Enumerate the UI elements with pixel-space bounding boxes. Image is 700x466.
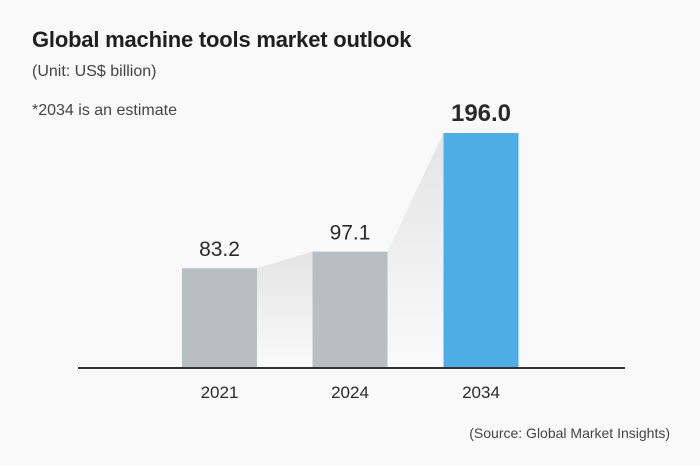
bar-connector (387, 133, 444, 368)
estimate-note: *2034 is an estimate (32, 102, 177, 119)
bar-2034 (443, 133, 519, 368)
bar-2021 (182, 268, 257, 368)
chart-unit: (Unit: US$ billion) (32, 63, 157, 80)
chart-title: Global machine tools market outlook (32, 27, 412, 52)
data-label-2021: 83.2 (199, 238, 240, 261)
source-note: (Source: Global Market Insights) (469, 425, 670, 441)
x-tick-label-2021: 2021 (201, 383, 239, 402)
bar-2024 (312, 251, 388, 368)
data-label-2034: 196.0 (451, 100, 511, 127)
data-label-2024: 97.1 (330, 222, 371, 245)
x-tick-label-2024: 2024 (331, 383, 369, 402)
bar-connector (257, 251, 313, 368)
x-tick-label-2034: 2034 (462, 383, 500, 402)
